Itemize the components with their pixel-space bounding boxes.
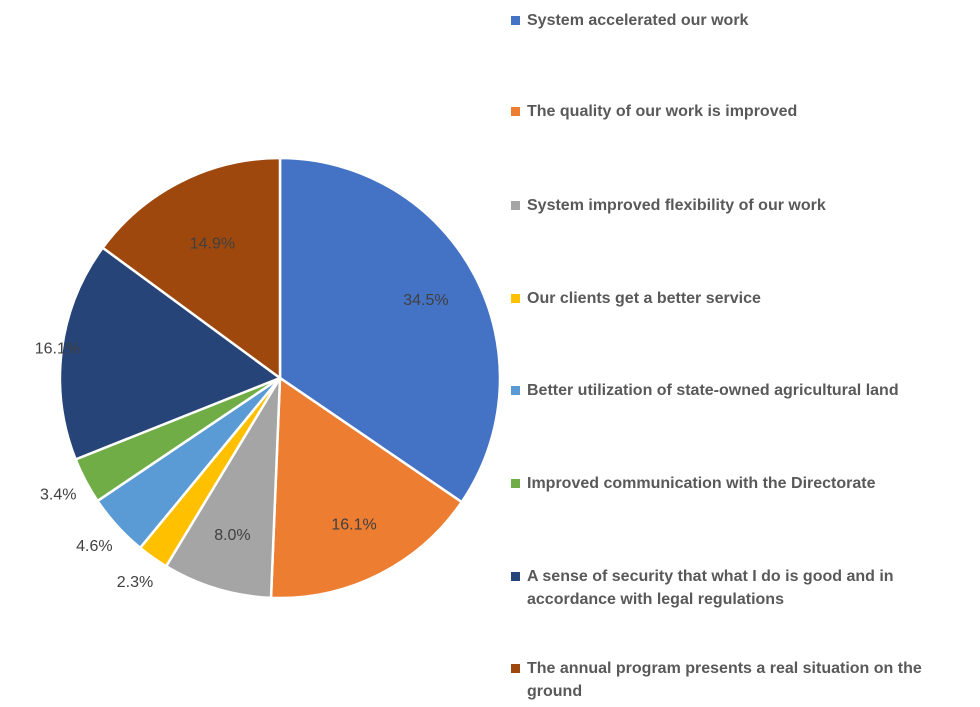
pie-slice	[269, 375, 464, 600]
legend-item: Our clients get a better service	[511, 287, 973, 310]
legend-label: System improved flexibility of our work	[527, 197, 826, 214]
legend-label: The annual program presents a real situa…	[527, 660, 922, 700]
legend-swatch	[511, 201, 520, 210]
pie-slice	[164, 377, 282, 600]
pie-area: 34.5% 16.1% 8.0% 2.3% 4.6% 3.4% 16.1% 14.9%	[35, 156, 500, 600]
legend-label: A sense of security that what I do is go…	[527, 568, 894, 608]
legend-label: Improved communication with the Director…	[527, 475, 876, 492]
legend-item: A sense of security that what I do is go…	[511, 565, 973, 611]
pie-slice	[100, 156, 282, 381]
legend-item: System improved flexibility of our work	[511, 194, 973, 217]
legend-swatch	[511, 107, 520, 116]
data-label: 34.5%	[403, 292, 448, 309]
legend-label: The quality of our work is improved	[527, 103, 798, 120]
legend-label: Our clients get a better service	[527, 290, 761, 307]
legend-item: Improved communication with the Director…	[511, 472, 973, 495]
pie-slice	[58, 245, 283, 462]
legend-swatch	[511, 386, 520, 395]
legend-item: Better utilization of state-owned agricu…	[511, 379, 973, 402]
legend-label: System accelerated our work	[527, 12, 749, 29]
legend-item: System accelerated our work	[511, 9, 973, 32]
legend-label: Better utilization of state-owned agricu…	[527, 382, 899, 399]
legend-swatch	[511, 294, 520, 303]
legend-swatch	[511, 664, 520, 673]
pie-slice	[278, 156, 500, 504]
legend-item: The annual program presents a real situa…	[511, 657, 973, 703]
data-label: 8.0%	[214, 527, 250, 544]
data-label: 3.4%	[40, 486, 76, 503]
legend-swatch	[511, 572, 520, 581]
data-label: 16.1%	[35, 341, 80, 358]
legend-swatch	[511, 479, 520, 488]
data-label: 16.1%	[331, 517, 376, 534]
data-label: 14.9%	[190, 236, 235, 253]
legend-swatch	[511, 16, 520, 25]
data-label: 4.6%	[76, 538, 112, 555]
legend-item: The quality of our work is improved	[511, 100, 973, 123]
data-label: 2.3%	[117, 574, 153, 591]
